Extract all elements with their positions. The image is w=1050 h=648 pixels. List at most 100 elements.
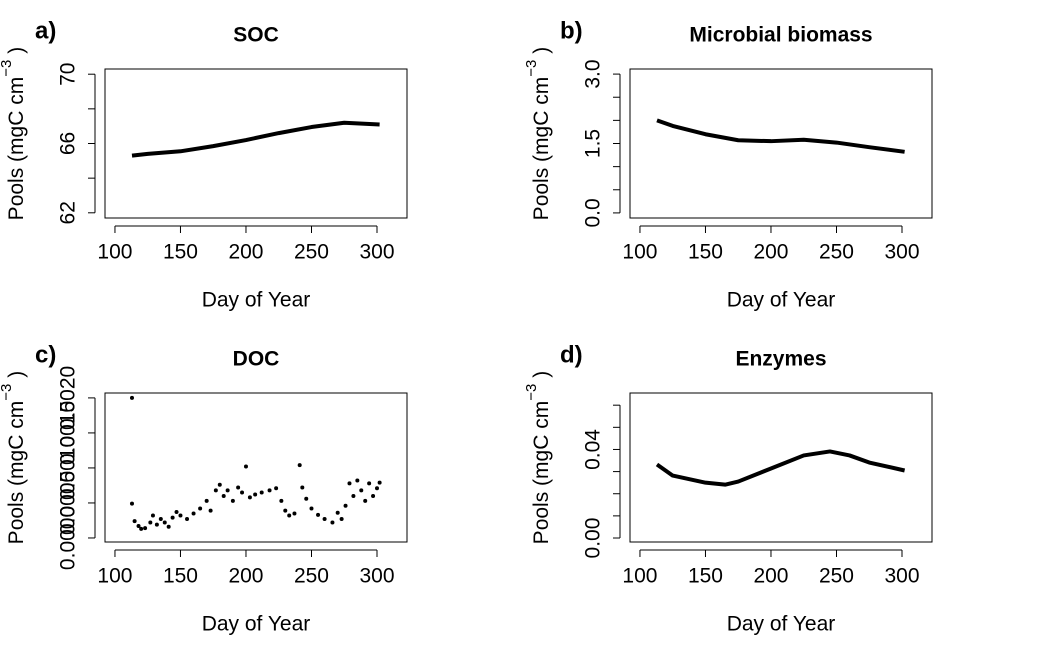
data-line	[655, 449, 906, 487]
data-point	[322, 517, 327, 522]
x-tick-label: 300	[359, 565, 394, 588]
y-axis-label-sup: −3	[0, 384, 15, 401]
x-tick-label: 100	[622, 565, 657, 588]
y-axis-label-text: Pools (mgC cm	[5, 77, 28, 221]
chart-title: DOC	[233, 348, 280, 371]
data-point	[377, 480, 382, 485]
panel-label: c)	[35, 341, 56, 368]
x-tick-label: 150	[688, 241, 723, 264]
data-point	[178, 513, 183, 518]
y-tick-label: 70	[57, 63, 80, 86]
plot-frame	[104, 68, 408, 219]
plot-frame	[629, 68, 933, 219]
data-point	[247, 495, 252, 500]
chart-title: Microbial biomass	[689, 24, 872, 47]
data-point	[371, 493, 376, 498]
data-point	[304, 496, 309, 501]
data-point	[217, 482, 222, 487]
y-axis-label-sup: −3	[523, 384, 540, 401]
data-point	[351, 493, 356, 498]
data-point	[292, 511, 297, 516]
data-line	[131, 120, 380, 158]
x-tick-label: 300	[359, 241, 394, 264]
y-axis-label-end: )	[5, 47, 28, 54]
data-point	[287, 513, 292, 518]
x-tick-label: 150	[163, 241, 198, 264]
y-tick-label: 0.00	[582, 518, 605, 559]
x-tick-label: 100	[622, 241, 657, 264]
chart-title: Enzymes	[735, 348, 826, 371]
x-tick-label: 250	[819, 565, 854, 588]
panel-label: a)	[35, 17, 56, 44]
y-axis-label-end: )	[5, 371, 28, 378]
data-point	[162, 520, 167, 525]
data-point	[148, 520, 153, 525]
y-tick-label: 0.0010	[57, 436, 80, 500]
data-point	[191, 511, 196, 516]
data-point	[204, 498, 209, 503]
x-tick-label: 300	[884, 241, 919, 264]
x-tick-label: 200	[753, 241, 788, 264]
data-point	[283, 508, 288, 513]
x-axis-label: Day of Year	[727, 613, 836, 636]
data-point	[274, 486, 279, 491]
data-point	[316, 512, 321, 517]
data-point	[279, 498, 284, 503]
data-point	[129, 501, 134, 506]
plot-frame	[104, 392, 408, 543]
data-point	[309, 506, 314, 511]
data-point	[253, 492, 258, 497]
data-point	[225, 488, 230, 493]
data-point	[330, 520, 335, 525]
data-point	[335, 510, 340, 515]
x-tick-label: 100	[97, 565, 132, 588]
data-point	[363, 498, 368, 503]
data-point	[347, 481, 352, 486]
y-tick-label: 0.0020	[57, 366, 80, 430]
y-axis-label-text: Pools (mgC cm	[530, 77, 553, 221]
x-tick-label: 150	[688, 565, 723, 588]
x-tick-label: 200	[753, 565, 788, 588]
data-point	[174, 510, 179, 515]
data-point	[355, 478, 360, 483]
chart-title: SOC	[233, 24, 279, 47]
panel-label: d)	[560, 341, 583, 368]
data-point	[185, 517, 190, 522]
y-tick-label: 1.5	[582, 129, 605, 158]
data-point	[374, 486, 379, 491]
data-point	[213, 488, 218, 493]
data-point	[143, 526, 148, 531]
data-point	[243, 464, 248, 469]
x-tick-label: 100	[97, 241, 132, 264]
data-point	[154, 522, 159, 527]
data-point	[230, 498, 235, 503]
y-axis-label-text: Pools (mgC cm	[5, 401, 28, 545]
y-tick-label: 0.04	[582, 429, 605, 470]
data-point	[139, 526, 144, 531]
data-point	[208, 508, 213, 513]
y-axis-label-sup: −3	[0, 60, 15, 77]
data-point	[259, 490, 264, 495]
y-tick-label: 0.0015	[57, 401, 80, 465]
panel-label: b)	[560, 17, 583, 44]
y-axis-label-end: )	[530, 371, 553, 378]
data-point	[300, 485, 305, 490]
data-point	[136, 524, 141, 529]
y-tick-label: 0.0	[582, 198, 605, 227]
data-point	[359, 488, 364, 493]
data-point	[236, 485, 241, 490]
data-point	[132, 519, 137, 524]
x-tick-label: 300	[884, 565, 919, 588]
x-tick-label: 250	[294, 241, 329, 264]
data-point	[343, 503, 348, 508]
x-axis-label: Day of Year	[727, 289, 836, 312]
data-point	[339, 517, 344, 522]
data-point	[221, 493, 226, 498]
x-axis-label: Day of Year	[202, 613, 311, 636]
x-tick-label: 150	[163, 565, 198, 588]
data-point	[367, 481, 372, 486]
y-axis-label-sup: −3	[523, 60, 540, 77]
y-axis-label: Pools (mgC cm−3)	[523, 371, 553, 545]
